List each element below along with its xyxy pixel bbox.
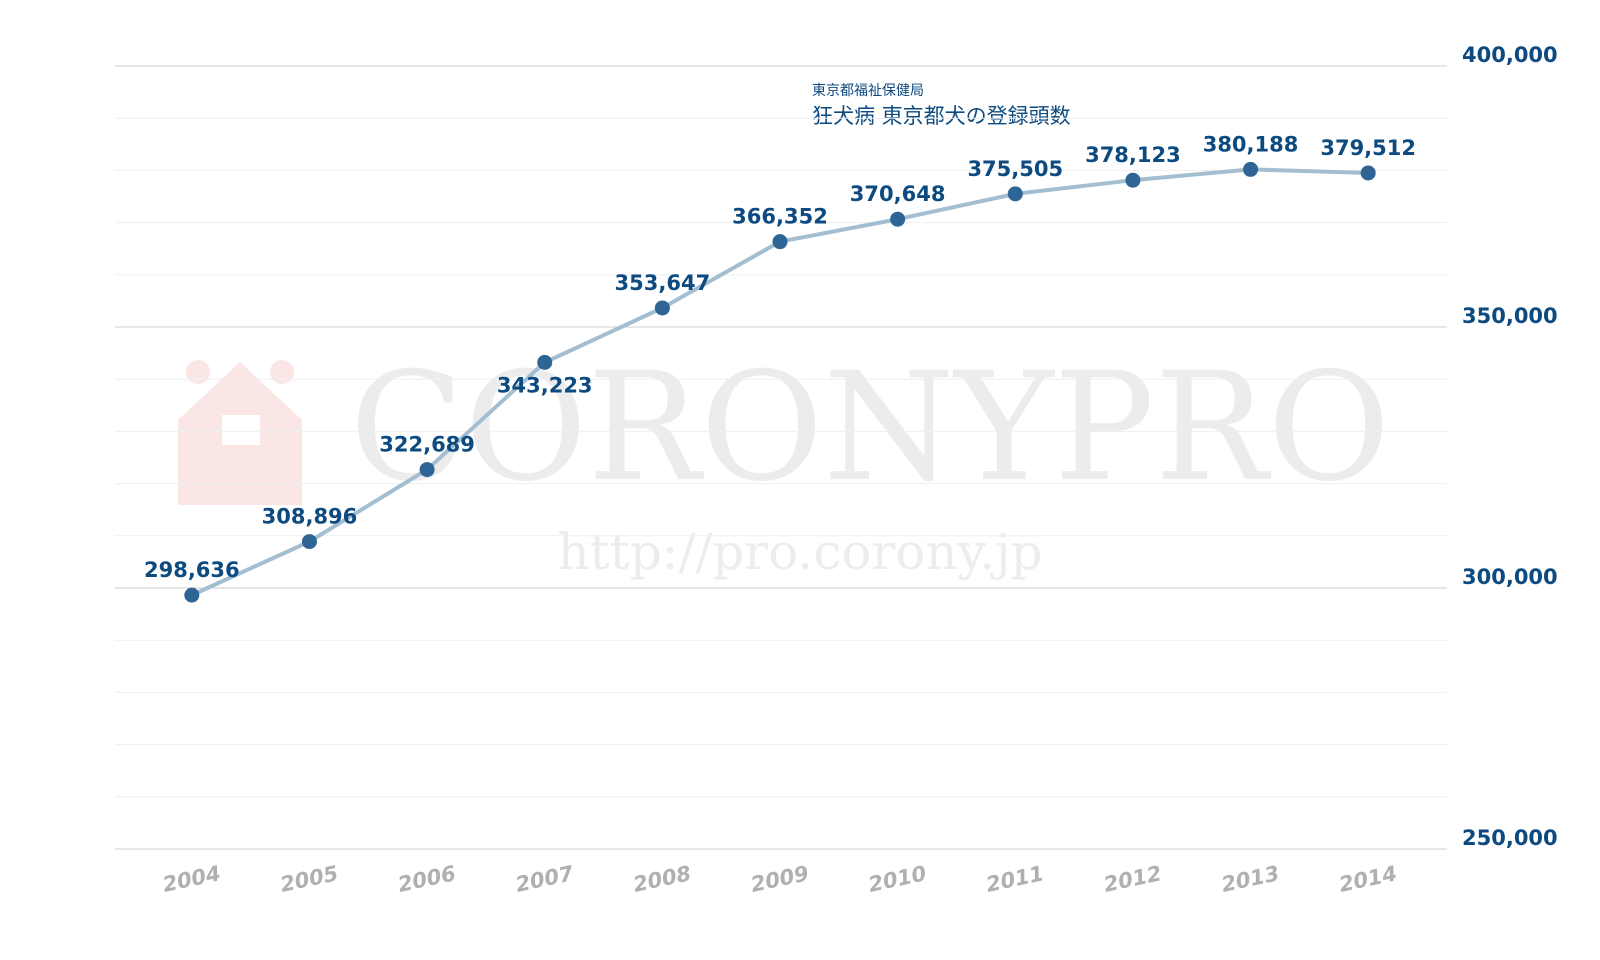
data-label: 366,352 — [732, 205, 828, 229]
data-label: 375,505 — [967, 157, 1063, 181]
point — [184, 587, 200, 603]
x-tick-label: 2007 — [513, 861, 576, 897]
x-tick-label: 2013 — [1219, 861, 1281, 897]
x-tick-label: 2009 — [749, 861, 811, 897]
chart-title: 狂犬病 東京都犬の登録頭数 — [812, 104, 1071, 128]
watermark-url: http://pro.corony.jp — [557, 523, 1042, 581]
data-label: 308,896 — [262, 505, 358, 529]
data-label: 322,689 — [379, 433, 475, 457]
point — [1243, 161, 1259, 177]
x-tick-label: 2011 — [984, 861, 1046, 897]
x-tick-label: 2012 — [1102, 861, 1164, 897]
source: 東京都福祉保健局 — [812, 83, 924, 99]
point — [772, 234, 788, 250]
y-tick-label: 350,000 — [1462, 304, 1558, 328]
data-label: 379,512 — [1320, 136, 1416, 160]
x-tick-label: 2005 — [278, 861, 340, 897]
data-label: 378,123 — [1085, 143, 1181, 167]
point — [1360, 165, 1376, 181]
data-label: 370,648 — [850, 182, 946, 206]
data-label: 298,636 — [144, 558, 240, 582]
point — [537, 354, 553, 370]
watermark-icon — [178, 360, 302, 505]
point — [654, 300, 670, 316]
data-label: 343,223 — [497, 373, 593, 397]
y-tick-label: 250,000 — [1462, 826, 1558, 850]
x-tick-label: 2008 — [631, 861, 693, 897]
point — [419, 462, 435, 478]
point — [890, 211, 906, 227]
y-tick-label: 300,000 — [1462, 565, 1558, 589]
point — [1007, 186, 1023, 202]
data-label: 380,188 — [1203, 132, 1299, 156]
watermark: CORONYPRO — [350, 341, 1391, 515]
x-tick-label: 2010 — [866, 861, 928, 897]
y-tick-label: 400,000 — [1462, 43, 1558, 67]
x-tick-label: 2006 — [396, 861, 458, 897]
point — [1125, 172, 1141, 188]
x-tick-label: 2014 — [1337, 861, 1399, 897]
x-tick-label: 2004 — [161, 861, 223, 897]
point — [301, 534, 317, 550]
data-label: 353,647 — [615, 271, 711, 295]
